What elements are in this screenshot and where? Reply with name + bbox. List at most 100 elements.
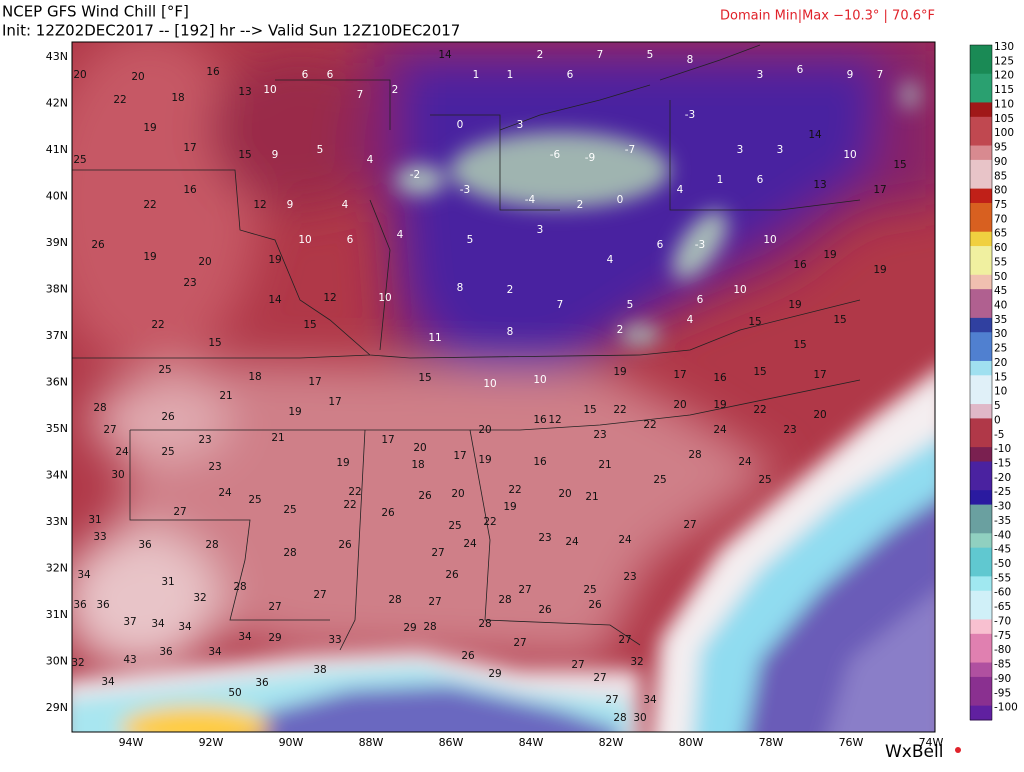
station-value: 10 bbox=[298, 234, 311, 246]
colorbar-label: -45 bbox=[994, 544, 1011, 556]
colorbar-label: 65 bbox=[994, 228, 1007, 240]
station-value: 25 bbox=[583, 584, 596, 596]
station-value: -4 bbox=[525, 194, 536, 206]
lat-label: 32N bbox=[46, 562, 68, 575]
station-value: 5 bbox=[647, 49, 654, 61]
station-value: 25 bbox=[158, 364, 171, 376]
logo-dot bbox=[955, 747, 961, 753]
colorbar-segment bbox=[970, 475, 992, 491]
colorbar-segment bbox=[970, 662, 992, 678]
colorbar-segment bbox=[970, 490, 992, 506]
colorbar-label: 125 bbox=[994, 55, 1014, 67]
colorbar-label: 110 bbox=[994, 98, 1014, 110]
colorbar-segment bbox=[970, 202, 992, 218]
station-value: 1 bbox=[507, 69, 514, 81]
station-value: 20 bbox=[451, 488, 464, 500]
station-value: 27 bbox=[513, 637, 526, 649]
colorbar-frame bbox=[969, 44, 993, 721]
station-value: 4 bbox=[607, 254, 614, 266]
colorbar-label: -15 bbox=[994, 457, 1011, 469]
lat-label: 42N bbox=[46, 97, 68, 110]
station-value: 28 bbox=[388, 594, 401, 606]
colorbar-label: 50 bbox=[994, 271, 1007, 283]
lat-label: 37N bbox=[46, 329, 68, 342]
colorbar-segment bbox=[970, 188, 992, 204]
station-value: 26 bbox=[338, 539, 352, 551]
station-value: 27 bbox=[268, 601, 281, 613]
station-value: 13 bbox=[238, 86, 251, 98]
colorbar-label: 45 bbox=[994, 285, 1007, 297]
colorbar-segment bbox=[970, 45, 992, 60]
station-value: 25 bbox=[283, 504, 296, 516]
colorbar-label: 35 bbox=[994, 314, 1007, 326]
colorbar-segment bbox=[970, 562, 992, 577]
colorbar-label: -70 bbox=[994, 615, 1011, 627]
colorbar-label: 20 bbox=[994, 357, 1007, 369]
station-value: 29 bbox=[488, 668, 501, 680]
station-value: 25 bbox=[448, 520, 461, 532]
station-value: 17 bbox=[673, 369, 686, 381]
station-value: 19 bbox=[288, 406, 301, 418]
title: NCEP GFS Wind Chill [°F] bbox=[2, 3, 189, 21]
colorbar-segment bbox=[970, 131, 992, 147]
colorbar-segment bbox=[970, 317, 992, 333]
station-value: 50 bbox=[228, 687, 241, 699]
station-value: 23 bbox=[538, 532, 551, 544]
station-value: 19 bbox=[713, 399, 726, 411]
station-value: 26 bbox=[445, 569, 459, 581]
colorbar-label: 75 bbox=[994, 199, 1007, 211]
station-value: 4 bbox=[342, 199, 349, 211]
station-value: 15 bbox=[793, 339, 806, 351]
station-value: 14 bbox=[808, 129, 822, 141]
station-value: 27 bbox=[428, 596, 441, 608]
station-value: 26 bbox=[381, 507, 395, 519]
station-value: 19 bbox=[143, 251, 156, 263]
station-value: 22 bbox=[143, 199, 156, 211]
station-value: 26 bbox=[588, 599, 602, 611]
station-value: 15 bbox=[753, 366, 766, 378]
colorbar-segment bbox=[970, 346, 992, 362]
station-value: 1 bbox=[717, 174, 724, 186]
station-value: 26 bbox=[461, 650, 475, 662]
station-value: 12 bbox=[548, 414, 561, 426]
station-value: 9 bbox=[287, 199, 294, 211]
colorbar-label: 70 bbox=[994, 213, 1007, 225]
station-value: 34 bbox=[77, 569, 91, 581]
station-value: 29 bbox=[403, 622, 416, 634]
station-value: 23 bbox=[783, 424, 796, 436]
station-value: 27 bbox=[618, 634, 631, 646]
station-value: 28 bbox=[613, 712, 626, 724]
station-value: 34 bbox=[208, 646, 222, 658]
station-value: 4 bbox=[677, 184, 684, 196]
station-value: 17 bbox=[873, 184, 886, 196]
station-value: 15 bbox=[583, 404, 596, 416]
station-value: 22 bbox=[753, 404, 766, 416]
station-value: 34 bbox=[101, 676, 115, 688]
station-value: 2 bbox=[392, 84, 399, 96]
station-value: 17 bbox=[328, 396, 341, 408]
colorbar-segment bbox=[970, 447, 992, 462]
colorbar-label: 95 bbox=[994, 142, 1007, 154]
colorbar-segment bbox=[970, 389, 992, 405]
lat-label: 31N bbox=[46, 608, 68, 621]
station-value: 32 bbox=[193, 592, 206, 604]
station-value: 26 bbox=[418, 490, 432, 502]
colorbar-segment bbox=[970, 274, 992, 290]
station-value: 8 bbox=[507, 326, 514, 338]
lon-label: 84W bbox=[519, 736, 544, 749]
station-value: 19 bbox=[788, 299, 801, 311]
station-value: 23 bbox=[198, 434, 211, 446]
colorbar-label: 115 bbox=[994, 84, 1014, 96]
colorbar-segment bbox=[970, 576, 992, 592]
station-value: 22 bbox=[613, 404, 626, 416]
station-value: 3 bbox=[757, 69, 764, 81]
colorbar-segment bbox=[970, 418, 992, 434]
lat-label: 36N bbox=[46, 376, 68, 389]
station-value: 36 bbox=[138, 539, 152, 551]
station-value: 36 bbox=[96, 599, 110, 611]
colorbar-segment bbox=[970, 432, 992, 448]
lat-label: 34N bbox=[46, 469, 68, 482]
station-value: 2 bbox=[507, 284, 514, 296]
colorbar-segment bbox=[970, 619, 992, 635]
station-value: 23 bbox=[623, 571, 636, 583]
